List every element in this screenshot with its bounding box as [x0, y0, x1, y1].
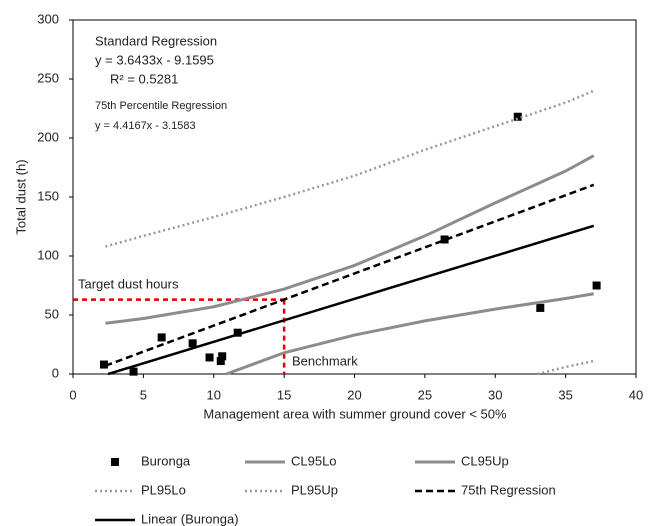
line: [537, 359, 595, 376]
legend-label: PL95Lo: [141, 482, 186, 497]
line: [107, 224, 595, 376]
annotation: y = 3.6433x - 9.1595: [95, 52, 214, 67]
x-tick-label: 10: [207, 387, 221, 402]
annotation: y = 4.4167x - 3.1583: [95, 120, 196, 132]
point: [205, 353, 214, 362]
annotation: Standard Regression: [95, 33, 217, 48]
point: [216, 357, 225, 366]
y-tick-label: 100: [37, 247, 59, 262]
point: [188, 339, 197, 348]
legend-marker: [111, 458, 119, 466]
point: [218, 352, 227, 361]
legend-label: CL95Lo: [291, 453, 337, 468]
annotation: R² = 0.5281: [110, 71, 178, 86]
y-axis-label: Total dust (h): [13, 159, 28, 234]
annotation: Benchmark: [292, 353, 358, 368]
line: [225, 292, 595, 376]
y-tick-label: 300: [37, 11, 59, 26]
legend-label: PL95Up: [291, 482, 338, 497]
legend-label: CL95Up: [461, 453, 509, 468]
x-tick-label: 15: [277, 387, 291, 402]
point: [513, 112, 522, 121]
y-tick-label: 250: [37, 70, 59, 85]
x-tick-label: 5: [140, 387, 147, 402]
x-tick-label: 40: [629, 387, 643, 402]
annotation: Target dust hours: [78, 276, 179, 291]
line: [104, 183, 595, 367]
line: [105, 154, 595, 325]
x-tick-label: 0: [69, 387, 76, 402]
point: [592, 281, 601, 290]
y-tick-label: 200: [37, 129, 59, 144]
point: [157, 333, 166, 342]
legend-label: 75th Regression: [461, 482, 556, 497]
x-tick-label: 30: [488, 387, 502, 402]
point: [440, 235, 449, 244]
x-axis-label: Management area with summer ground cover…: [203, 406, 507, 421]
point: [129, 367, 138, 376]
point: [536, 303, 545, 312]
x-tick-label: 20: [347, 387, 361, 402]
point: [99, 360, 108, 369]
y-tick-label: 50: [45, 306, 59, 321]
annotation: 75th Percentile Regression: [95, 100, 227, 112]
x-tick-label: 25: [418, 387, 432, 402]
legend-label: Linear (Buronga): [141, 511, 239, 526]
y-tick-label: 0: [52, 365, 59, 380]
point: [233, 328, 242, 337]
legend-label: Buronga: [141, 453, 191, 468]
y-tick-label: 150: [37, 188, 59, 203]
x-tick-label: 35: [558, 387, 572, 402]
